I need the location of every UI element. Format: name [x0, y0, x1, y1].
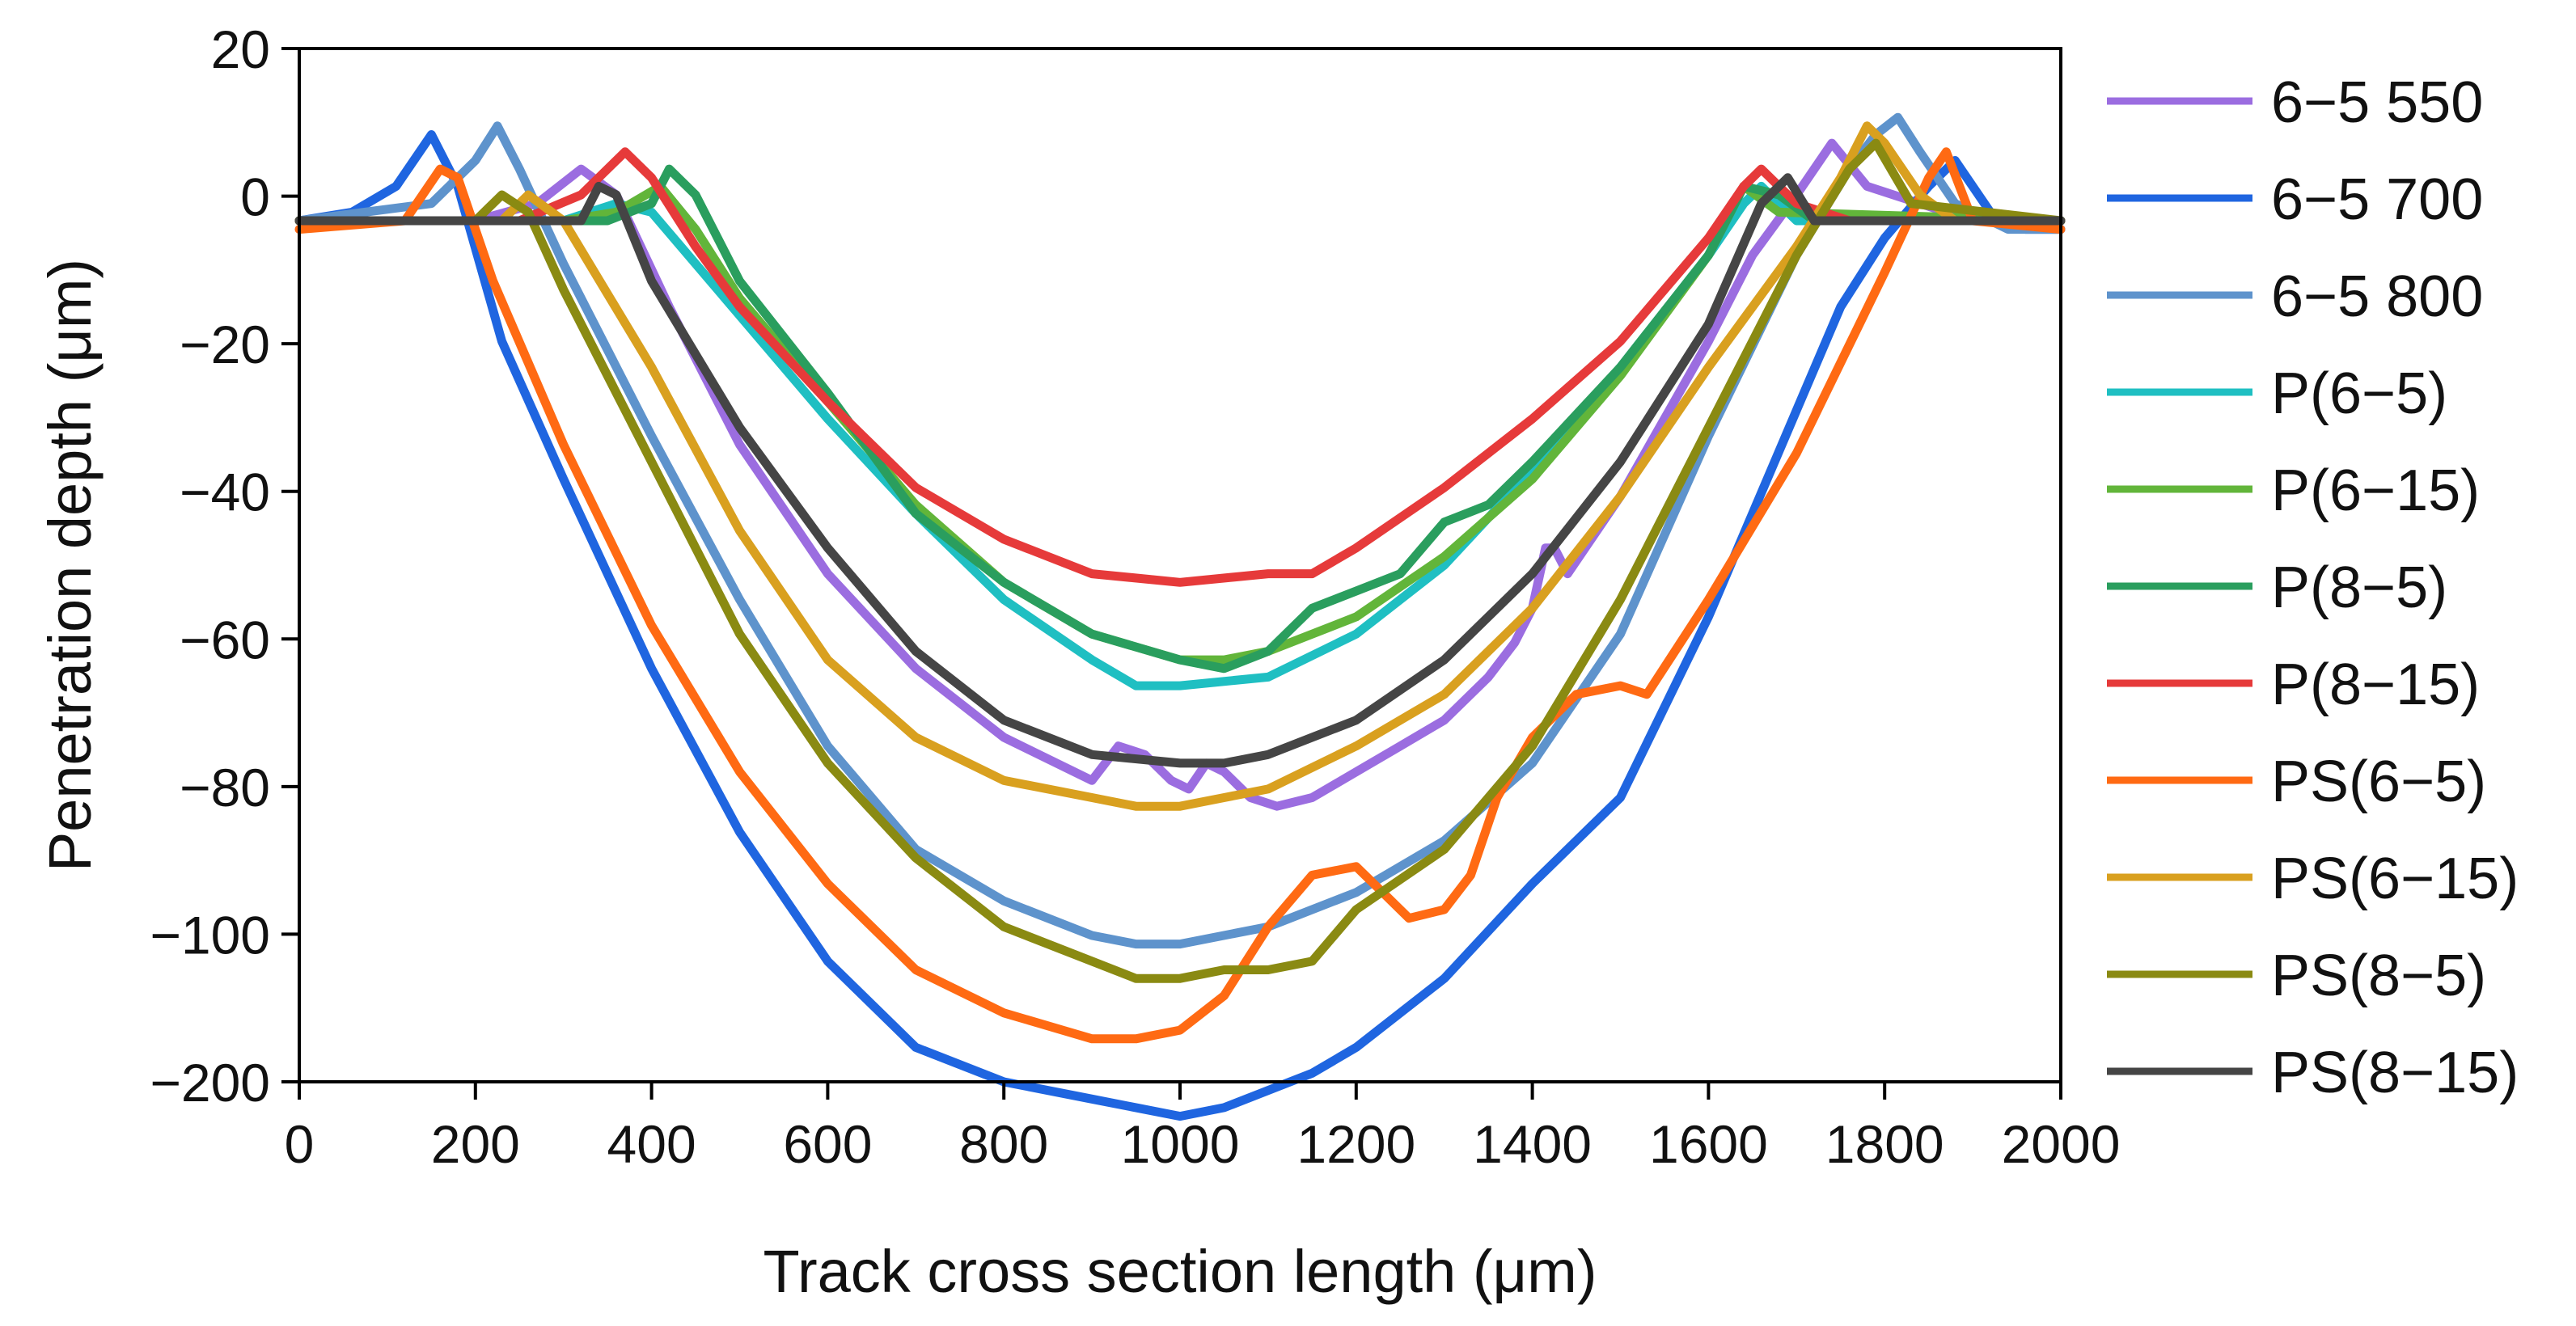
y-tick-label: −60: [180, 610, 270, 669]
x-tick-label: 1400: [1473, 1114, 1592, 1174]
legend-label: PS(8−5): [2271, 944, 2486, 1008]
y-tick-label: −200: [150, 1053, 270, 1113]
series-line: [294, 181, 2066, 690]
legend-label: P(6−15): [2271, 458, 2480, 523]
y-tick-label: −20: [180, 315, 270, 374]
y-tick-label: 20: [211, 19, 270, 79]
legend-label: PS(6−15): [2271, 847, 2519, 911]
legend: 6−5 550 6−5 700 6−5 800 P(6−5) P(6−15) P(8−5)…: [2107, 70, 2519, 1105]
series-line: [294, 164, 2066, 674]
series-line: [294, 130, 2066, 1121]
legend-label: PS(6−5): [2271, 750, 2486, 814]
series-line: [294, 147, 2066, 587]
series-line: [294, 138, 2066, 983]
legend-label: P(8−15): [2271, 652, 2480, 717]
x-tick-label: 800: [959, 1114, 1048, 1174]
x-axis: 0 200 400 600 800 1000 1200 1400 1600 1800 2000: [285, 1082, 2121, 1174]
series-line: [294, 138, 2066, 811]
y-tick-label: 0: [240, 167, 270, 227]
series-line: [294, 121, 2066, 811]
x-tick-label: 1000: [1121, 1114, 1240, 1174]
x-axis-title: Track cross section length (μm): [763, 1238, 1597, 1305]
x-tick-label: 0: [285, 1114, 315, 1174]
series-lines: [294, 112, 2066, 1121]
legend-label: PS(8−15): [2271, 1041, 2519, 1105]
y-axis-title: Penetration depth (μm): [36, 259, 104, 872]
x-tick-label: 2000: [2002, 1114, 2121, 1174]
legend-label: P(6−5): [2271, 361, 2447, 426]
x-tick-label: 400: [607, 1114, 696, 1174]
y-tick-label: −80: [180, 758, 270, 817]
legend-label: 6−5 700: [2271, 167, 2483, 232]
series-line: [294, 173, 2066, 768]
y-axis: 20 0 −20 −40 −60 −80 −100 −200: [150, 19, 299, 1113]
legend-label: 6−5 800: [2271, 264, 2483, 329]
series-line: [294, 147, 2066, 1044]
x-tick-label: 200: [431, 1114, 520, 1174]
legend-label: 6−5 550: [2271, 70, 2483, 135]
y-tick-label: −100: [150, 905, 270, 965]
x-tick-label: 1200: [1296, 1114, 1415, 1174]
y-tick-label: −40: [180, 462, 270, 522]
x-tick-label: 1800: [1825, 1114, 1944, 1174]
x-tick-label: 600: [783, 1114, 872, 1174]
legend-label: P(8−5): [2271, 555, 2447, 620]
x-tick-label: 1600: [1649, 1114, 1768, 1174]
